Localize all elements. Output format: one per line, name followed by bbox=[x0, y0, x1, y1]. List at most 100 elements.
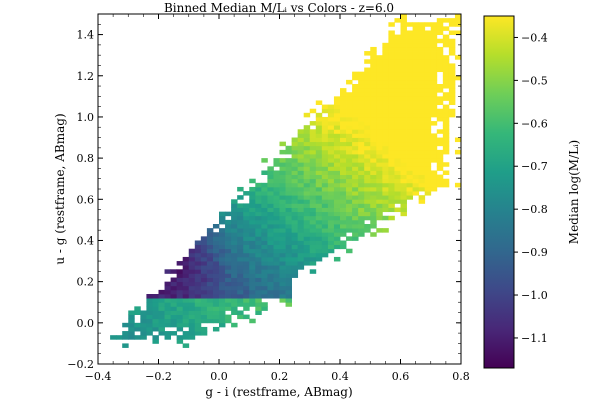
heatmap-cell bbox=[315, 232, 323, 237]
heatmap-cell bbox=[442, 92, 450, 97]
heatmap-cell bbox=[400, 14, 407, 19]
heatmap-cell bbox=[212, 294, 220, 299]
heatmap-cell bbox=[225, 298, 232, 303]
heatmap-cell bbox=[340, 133, 347, 138]
heatmap-cell bbox=[370, 162, 377, 167]
heatmap-cell bbox=[255, 302, 262, 307]
heatmap-cell bbox=[134, 326, 141, 332]
heatmap-cell bbox=[424, 96, 432, 101]
heatmap-cell bbox=[400, 112, 407, 118]
heatmap-cell bbox=[255, 306, 262, 311]
heatmap-cell bbox=[333, 129, 341, 134]
heatmap-cell bbox=[346, 92, 353, 97]
heatmap-cell bbox=[424, 55, 432, 60]
heatmap-cell bbox=[430, 145, 438, 151]
heatmap-cell bbox=[200, 256, 208, 262]
heatmap-cell bbox=[382, 129, 389, 134]
heatmap-cell bbox=[279, 277, 286, 283]
heatmap-cell bbox=[200, 248, 208, 254]
heatmap-cell bbox=[352, 228, 359, 233]
heatmap-cell bbox=[152, 339, 159, 344]
heatmap-cell bbox=[194, 248, 202, 254]
heatmap-cell bbox=[388, 141, 395, 147]
heatmap-cell bbox=[176, 298, 184, 303]
heatmap-cell bbox=[406, 30, 413, 35]
heatmap-cell bbox=[219, 240, 226, 245]
heatmap-cell bbox=[370, 219, 377, 225]
heatmap-cell bbox=[327, 232, 335, 237]
heatmap-cell bbox=[261, 207, 268, 213]
heatmap-cell bbox=[273, 289, 280, 295]
heatmap-cell bbox=[352, 137, 359, 143]
heatmap-cell bbox=[370, 104, 377, 110]
colorbar-tick-label: −0.5 bbox=[521, 74, 548, 87]
heatmap-cell bbox=[267, 252, 274, 258]
heatmap-cell bbox=[219, 289, 226, 295]
heatmap-cell bbox=[279, 199, 286, 204]
heatmap-cell bbox=[376, 137, 383, 143]
heatmap-cell bbox=[303, 174, 311, 180]
heatmap-cell bbox=[309, 252, 317, 258]
heatmap-cell bbox=[152, 326, 159, 332]
heatmap-cell bbox=[297, 211, 305, 217]
heatmap-cell bbox=[448, 92, 456, 97]
heatmap-cell bbox=[315, 125, 323, 130]
y-tick-label: 1.4 bbox=[77, 29, 95, 42]
heatmap-cell bbox=[340, 125, 347, 130]
heatmap-cell bbox=[394, 145, 401, 151]
heatmap-cell bbox=[364, 108, 371, 114]
heatmap-cell bbox=[448, 100, 456, 105]
heatmap-cell bbox=[237, 314, 244, 320]
heatmap-cell bbox=[327, 154, 335, 159]
heatmap-cell bbox=[321, 170, 329, 175]
heatmap-cell bbox=[303, 112, 311, 118]
heatmap-cell bbox=[394, 88, 401, 93]
heatmap-cell bbox=[303, 137, 311, 143]
heatmap-cell bbox=[225, 261, 232, 266]
heatmap-cell bbox=[297, 244, 305, 250]
heatmap-cell bbox=[170, 277, 178, 283]
heatmap-cell bbox=[370, 149, 377, 155]
heatmap-cell bbox=[418, 88, 426, 93]
heatmap-cell bbox=[285, 294, 292, 299]
heatmap-cell bbox=[182, 310, 190, 315]
heatmap-cell bbox=[412, 104, 420, 110]
heatmap-cell bbox=[170, 322, 178, 328]
heatmap-cell bbox=[291, 219, 299, 225]
heatmap-cell bbox=[400, 75, 407, 81]
heatmap-cell bbox=[333, 240, 341, 245]
heatmap-cell bbox=[424, 116, 432, 122]
heatmap-cell bbox=[333, 141, 341, 147]
heatmap-cell bbox=[315, 162, 323, 167]
heatmap-cell bbox=[237, 236, 244, 241]
heatmap-cell bbox=[273, 285, 280, 291]
heatmap-cell bbox=[273, 195, 280, 200]
y-tick-label: 0.6 bbox=[77, 193, 95, 206]
colorbar-tick-label: −0.8 bbox=[521, 203, 548, 216]
heatmap-cell bbox=[442, 178, 450, 184]
heatmap-cell bbox=[255, 228, 262, 233]
heatmap-cell bbox=[249, 269, 256, 274]
heatmap-cell bbox=[388, 154, 395, 159]
heatmap-cell bbox=[315, 100, 323, 105]
heatmap-cell bbox=[291, 273, 299, 278]
heatmap-cell bbox=[255, 298, 262, 303]
heatmap-cell bbox=[376, 71, 383, 77]
heatmap-cell bbox=[364, 178, 371, 184]
heatmap-cell bbox=[346, 219, 353, 225]
heatmap-cell bbox=[164, 306, 171, 311]
heatmap-cell bbox=[358, 137, 365, 143]
heatmap-cell bbox=[370, 108, 377, 114]
heatmap-cell bbox=[352, 211, 359, 217]
heatmap-cell bbox=[388, 51, 395, 56]
heatmap-cell bbox=[291, 166, 299, 171]
heatmap-cell bbox=[327, 236, 335, 241]
heatmap-cell bbox=[321, 174, 329, 180]
heatmap-cell bbox=[394, 34, 401, 40]
heatmap-cell bbox=[424, 158, 432, 163]
heatmap-cell bbox=[309, 170, 317, 175]
heatmap-cell bbox=[364, 116, 371, 122]
heatmap-cell bbox=[400, 195, 407, 200]
heatmap-cell bbox=[400, 59, 407, 64]
heatmap-cell bbox=[352, 154, 359, 159]
